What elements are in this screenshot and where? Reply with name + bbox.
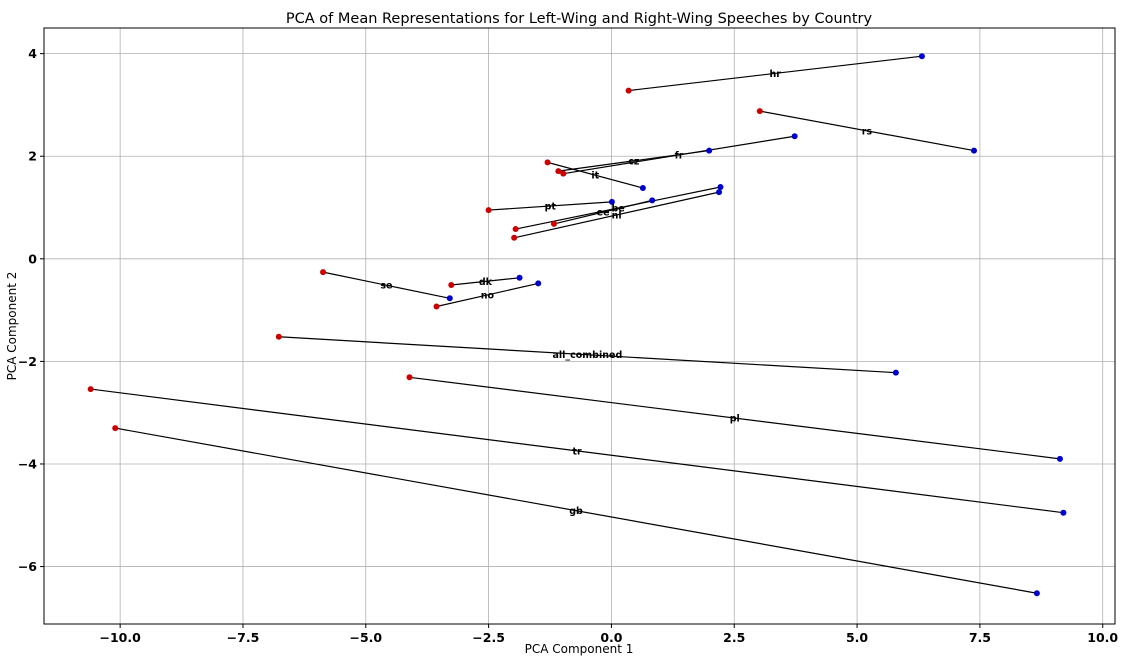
right-point-cz xyxy=(706,147,713,154)
connector-gb xyxy=(115,427,1037,594)
left-point-gb xyxy=(112,425,119,432)
y-tick-label: 0 xyxy=(28,251,37,266)
right-point-se xyxy=(446,295,453,302)
x-tick-label: 0.0 xyxy=(600,630,622,645)
right-point-ee xyxy=(649,197,656,204)
x-tick-label: −5.0 xyxy=(349,630,382,645)
left-point-hr xyxy=(625,87,632,94)
right-point-it xyxy=(639,185,646,192)
y-tick-label: −4 xyxy=(18,456,37,471)
point-label-it: it xyxy=(591,171,599,182)
point-label-rs: rs xyxy=(862,126,873,137)
point-label-nl: nl xyxy=(612,210,622,221)
left-point-be xyxy=(512,226,519,233)
right-point-no xyxy=(535,280,542,287)
left-point-pt xyxy=(485,207,492,214)
right-point-pl xyxy=(1056,455,1063,462)
right-point-dk xyxy=(516,274,523,281)
left-point-nl xyxy=(511,234,518,241)
data-points xyxy=(87,53,1067,597)
connector-nl xyxy=(514,191,720,239)
connector-rs xyxy=(759,110,975,152)
point-label-se: se xyxy=(380,281,392,292)
y-tick-label: 2 xyxy=(28,149,37,164)
x-tick-label: −10.0 xyxy=(99,630,141,645)
left-point-fr xyxy=(560,170,567,177)
right-point-all_combined xyxy=(892,369,899,376)
y-tick-label: −2 xyxy=(18,354,37,369)
point-label-tr: tr xyxy=(572,446,582,457)
grid-lines xyxy=(44,28,1115,624)
left-point-se xyxy=(320,269,327,276)
plot-frame xyxy=(43,27,1116,625)
right-point-tr xyxy=(1060,509,1067,516)
connector-dk xyxy=(451,277,520,286)
point-label-pl: pl xyxy=(730,414,740,425)
connector-cz xyxy=(558,149,710,172)
point-label-fr: fr xyxy=(675,150,684,161)
x-tick-label: 5.0 xyxy=(846,630,868,645)
y-tick-label: 4 xyxy=(28,46,37,61)
point-label-ee: ee xyxy=(597,208,610,219)
left-point-cz xyxy=(555,168,562,175)
connector-tr xyxy=(90,388,1064,514)
connection-lines xyxy=(90,55,1064,594)
connector-pl xyxy=(409,376,1061,460)
x-tick-label: −7.5 xyxy=(227,630,260,645)
connector-no xyxy=(436,282,539,308)
point-label-be: be xyxy=(611,204,624,215)
connector-hr xyxy=(628,55,922,92)
connector-all_combined xyxy=(278,336,896,374)
left-point-dk xyxy=(448,281,455,288)
left-point-rs xyxy=(756,108,763,115)
x-tick-label: 7.5 xyxy=(969,630,991,645)
x-axis-ticks: −10.0 −7.5 −5.0 −2.5 0.0 2.5 5.0 7.5 10.0 xyxy=(99,624,1118,645)
y-axis-label: PCA Component 2 xyxy=(5,272,19,381)
right-point-fr xyxy=(791,133,798,140)
connector-ee xyxy=(553,199,653,225)
connector-pt xyxy=(488,201,612,211)
left-point-tr xyxy=(87,386,94,393)
left-point-pl xyxy=(406,374,413,381)
connector-se xyxy=(322,271,450,299)
point-label-all_combined: all_combined xyxy=(552,350,622,361)
chart-title: PCA of Mean Representations for Left-Win… xyxy=(286,11,873,27)
left-point-all_combined xyxy=(275,333,282,340)
point-label-no: no xyxy=(481,290,495,301)
right-point-rs xyxy=(971,147,978,154)
point-label-cz: cz xyxy=(628,156,640,167)
y-tick-label: −6 xyxy=(18,559,37,574)
left-point-no xyxy=(433,303,440,310)
left-point-ee xyxy=(550,220,557,227)
y-axis-ticks: −6 −4 −2 0 2 4 xyxy=(18,46,44,574)
connector-it xyxy=(547,161,644,189)
point-label-pt: pt xyxy=(545,201,557,212)
right-point-hr xyxy=(918,53,925,60)
point-label-dk: dk xyxy=(479,277,493,288)
left-point-it xyxy=(544,159,551,166)
right-point-pt xyxy=(608,198,615,205)
x-tick-label: 10.0 xyxy=(1087,630,1118,645)
right-point-be xyxy=(717,184,724,191)
point-label-gb: gb xyxy=(569,506,583,517)
x-tick-label: −2.5 xyxy=(472,630,505,645)
right-point-nl xyxy=(716,189,723,196)
x-axis-label: PCA Component 1 xyxy=(525,642,634,656)
x-tick-label: 2.5 xyxy=(723,630,745,645)
right-point-gb xyxy=(1033,590,1040,597)
point-label-hr: hr xyxy=(770,69,782,80)
